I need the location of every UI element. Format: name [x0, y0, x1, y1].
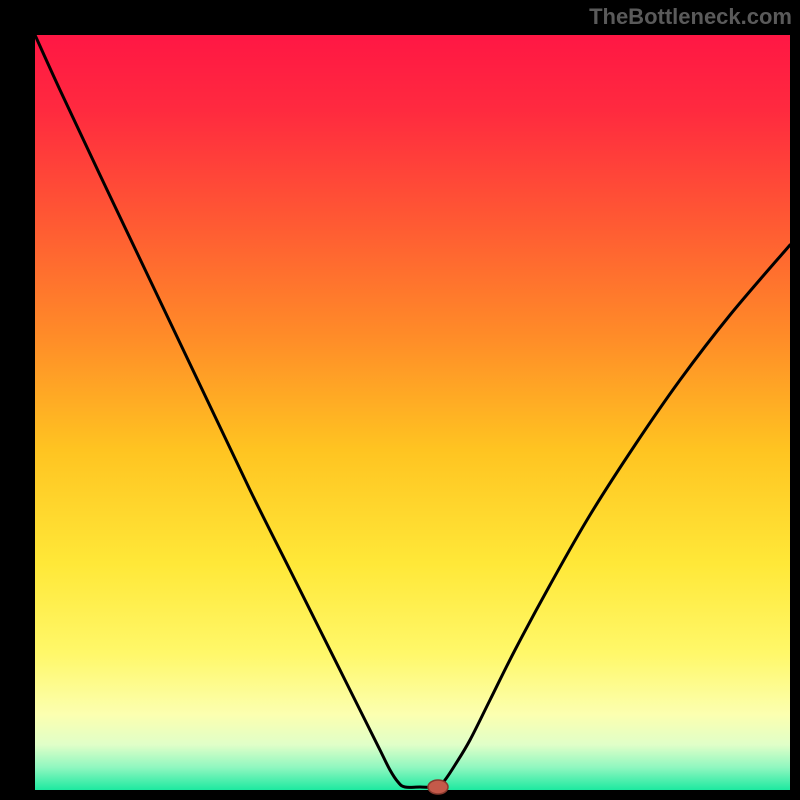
- chart-svg: [0, 0, 800, 800]
- plot-background: [35, 35, 790, 790]
- bottleneck-chart: TheBottleneck.com: [0, 0, 800, 800]
- watermark-text: TheBottleneck.com: [589, 4, 792, 30]
- optimal-point-marker: [428, 780, 448, 794]
